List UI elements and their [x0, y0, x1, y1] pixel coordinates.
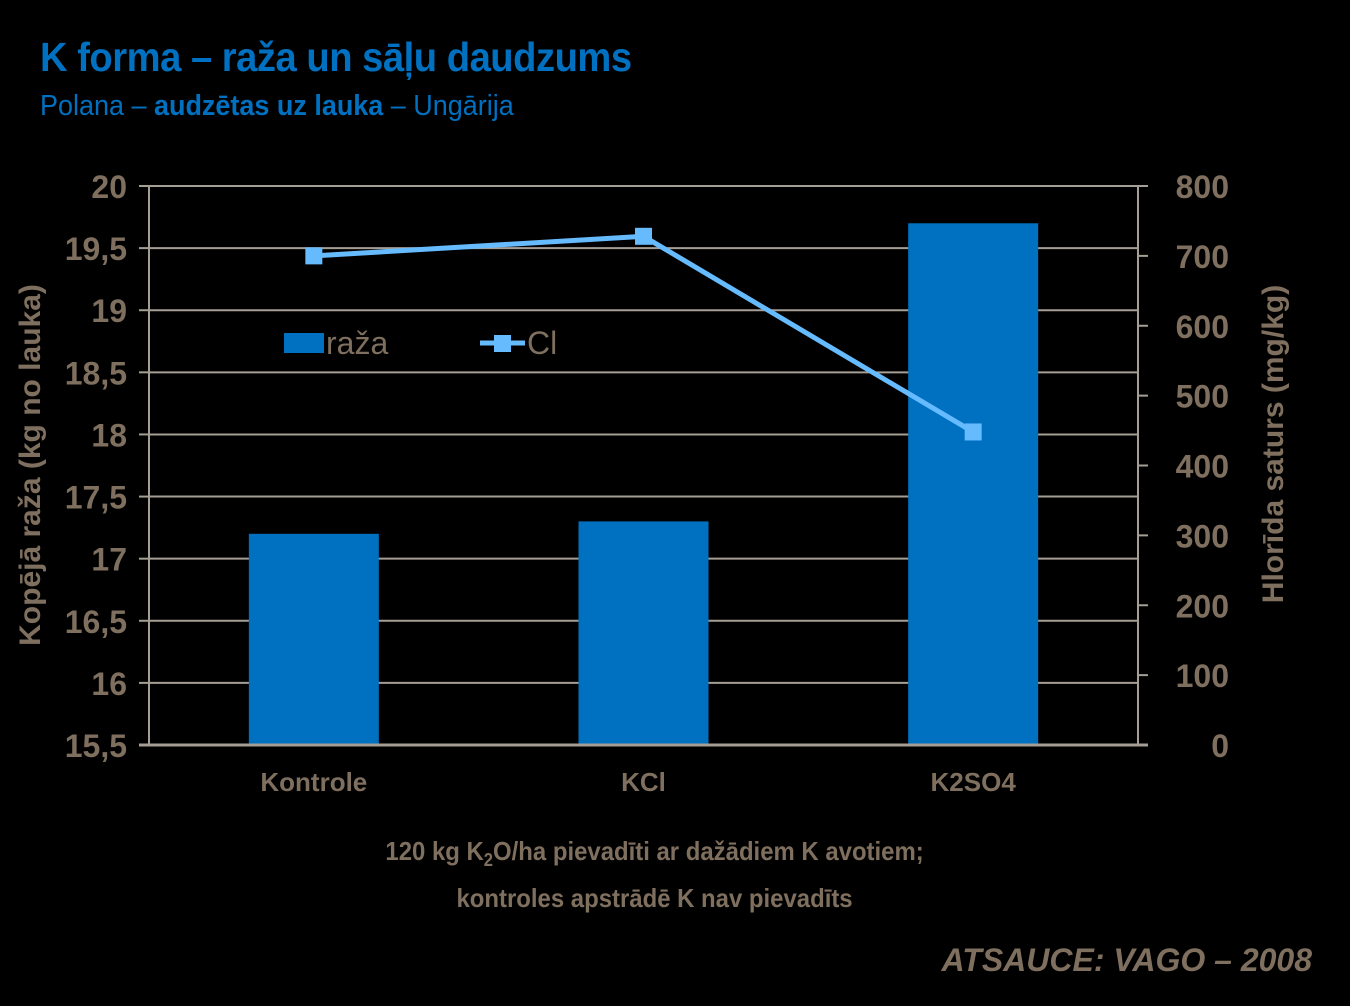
left-axis-ticks: 15,5 16 16,5 17 17,5 18 18,5 19 19,5 20	[65, 169, 127, 764]
subtitle-country: – Ungārija	[383, 90, 514, 122]
note-line2: kontroles apstrādē K nav pievadīts	[456, 883, 854, 914]
left-axis-title: Kopējā raža (kg no lauka)	[14, 284, 47, 646]
note-line1-b: O/ha pievadīti ar dažādiem K avotiem;	[493, 836, 925, 866]
note-subscript: 2	[484, 850, 494, 871]
bar	[578, 521, 709, 745]
note-line1-a: 120 kg K	[385, 836, 485, 866]
bar-series-raza	[248, 223, 1039, 745]
subtitle-variety: Polana –	[40, 90, 154, 122]
left-tick-label: 19,5	[65, 231, 127, 267]
chart-subtitle: Polana – audzētas uz lauka – Ungārija	[40, 90, 514, 123]
right-tick-label: 200	[1176, 588, 1229, 624]
left-tick-label: 16	[91, 666, 127, 702]
left-tick-label: 17	[91, 542, 127, 578]
square-marker-icon	[964, 423, 982, 441]
right-axis-ticks: 0 100 200 300 400 500 600 700 800	[1176, 169, 1229, 764]
bar	[908, 223, 1039, 745]
legend-label-raza: raža	[326, 325, 388, 361]
left-tick-label: 19	[91, 293, 127, 329]
left-tick-label: 17,5	[65, 480, 127, 516]
left-tick-label: 16,5	[65, 604, 127, 640]
left-tick-label: 20	[91, 169, 127, 205]
left-tick-label: 15,5	[65, 728, 127, 764]
x-axis-note: 120 kg K2O/ha pievadīti ar dažādiem K av…	[0, 832, 1310, 917]
right-tick-label: 400	[1176, 449, 1229, 485]
category-label: K2SO4	[931, 767, 1017, 797]
bar	[248, 533, 379, 745]
category-label: KCl	[621, 767, 666, 797]
left-tick-label: 18	[91, 417, 127, 453]
axes	[139, 185, 1148, 747]
right-tick-label: 300	[1176, 518, 1229, 554]
right-tick-label: 600	[1176, 309, 1229, 345]
legend-label-cl: Cl	[527, 325, 557, 361]
subtitle-condition: audzētas uz lauka	[153, 90, 384, 122]
right-tick-label: 100	[1176, 658, 1229, 694]
square-marker-icon	[305, 247, 323, 265]
cl-line	[313, 233, 975, 435]
category-label: Kontrole	[260, 767, 367, 797]
legend: raža Cl	[284, 325, 557, 361]
right-axis-title: Hlorīda saturs (mg/kg)	[1257, 285, 1290, 603]
right-tick-label: 700	[1176, 239, 1229, 275]
line-series-cl	[305, 227, 982, 441]
chart-title: K forma – raža un sāļu daudzums	[40, 34, 632, 80]
right-tick-label: 0	[1211, 728, 1229, 764]
right-tick-label: 500	[1176, 379, 1229, 415]
right-tick-label: 800	[1176, 169, 1229, 205]
source-citation: ATSAUCE: VAGO – 2008	[941, 942, 1312, 978]
square-marker-icon	[635, 227, 652, 245]
legend-square-marker-icon	[494, 335, 511, 352]
left-tick-label: 18,5	[65, 355, 127, 391]
category-labels: Kontrole KCl K2SO4	[260, 767, 1016, 797]
legend-bar-swatch	[284, 333, 324, 353]
